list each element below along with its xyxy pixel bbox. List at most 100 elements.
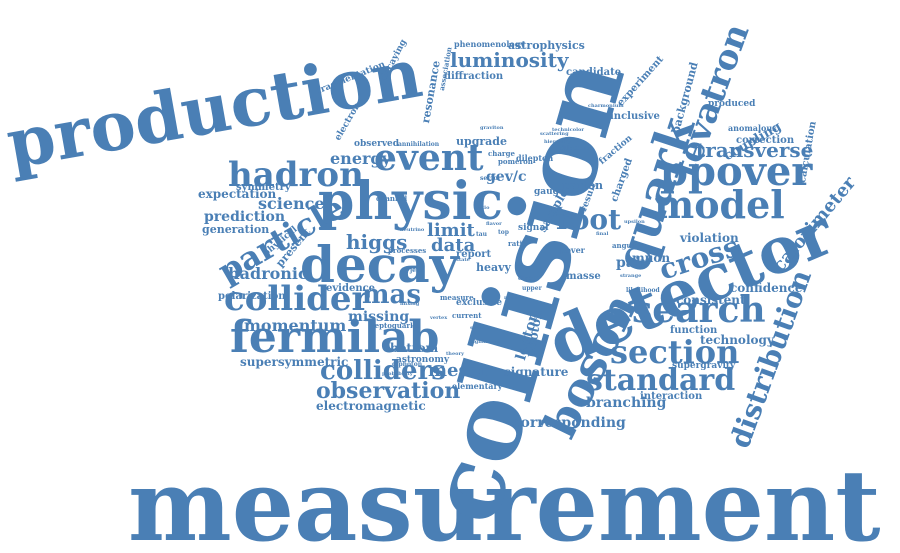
word-resonance: resonance [419, 59, 443, 125]
word-expectation: expectation [198, 187, 277, 201]
word-candidate: candidate [566, 67, 622, 78]
word-measurement: measurement [128, 449, 881, 553]
word-direct: direct [518, 275, 538, 282]
word-flavor: flavor [486, 221, 502, 227]
word-hadronic: hadronic [228, 264, 308, 283]
word-hierarchy: hierarchy [544, 139, 571, 145]
word-charmonium: charmonium [588, 103, 624, 109]
word-decay: decay [300, 235, 459, 294]
word-higgs: higgs [346, 230, 408, 254]
word-calculation: calculation [797, 120, 819, 184]
word-signature: signature [504, 365, 569, 379]
word-prediction: prediction [204, 209, 286, 225]
word-electromagnetic: electromagnetic [316, 399, 426, 413]
word-anomalous: anomalous [728, 123, 777, 133]
word-pair: pair [616, 255, 648, 271]
word-science: science [258, 194, 325, 213]
word-supergravity: supergravity [672, 361, 736, 371]
word-collider: collider [224, 279, 370, 319]
word-parton: parton [562, 179, 604, 192]
word-scattering: scattering [540, 131, 569, 137]
word-ratio-2: ratio [476, 205, 490, 211]
word-evidence: evidence [326, 283, 376, 294]
word-missing: missing [348, 309, 410, 325]
word-elementary: elementary [452, 381, 503, 391]
word-gev-c: gev/c [486, 169, 527, 185]
word-generation: generation [202, 223, 270, 236]
word-astrophysics: astrophysics [508, 39, 585, 52]
word-standard: standard [586, 363, 736, 398]
word-produced: produced [708, 99, 756, 109]
word-tau: tau [476, 231, 488, 238]
word-channel: channel [376, 194, 408, 203]
word-gauge: gauge [534, 187, 565, 197]
word-violation: violation [680, 231, 739, 245]
word-astronomy: astronomy [396, 355, 450, 365]
word-supersymmetric: supersymmetric [240, 355, 349, 369]
word-meson: meson [428, 360, 494, 381]
word-probability: probability [382, 371, 413, 377]
word-muonic: muonic [504, 295, 525, 301]
word-data: data [431, 235, 476, 256]
word-diphoton: diphoton [392, 361, 423, 368]
word-physic: physic [318, 171, 504, 232]
word-bottom: bottom [390, 341, 439, 355]
word-upper: upper [522, 285, 542, 292]
word-charge: charge [488, 149, 515, 158]
word-current: current [452, 311, 482, 320]
word-luminosity: luminosity [450, 48, 569, 72]
word-diffraction: diffraction [444, 71, 504, 82]
word-top: top [498, 229, 509, 236]
word-branching: branching [586, 395, 667, 411]
word-mas: mas [362, 280, 421, 310]
word-limit: limit [427, 220, 475, 241]
word-measure: measure [440, 293, 474, 302]
word-polarization: polarization [218, 291, 286, 302]
word-colliders: colliders [320, 356, 446, 386]
word-section: section [610, 333, 740, 371]
word-annihilation: annihilation [398, 141, 440, 148]
word-vertex: vertex [430, 315, 448, 321]
word-angular: angular [612, 241, 643, 250]
word-dileptons: dileptons [560, 145, 592, 152]
word-graviton: graviton [480, 125, 504, 131]
word-exclusive: exclusive [456, 298, 502, 308]
word-masse: masse [566, 271, 601, 282]
word-root: root [556, 203, 622, 236]
word-neutrino: neutrino [400, 227, 425, 233]
word-mixing: mixing [400, 301, 420, 307]
word-interaction: interaction [640, 391, 703, 402]
word-signal: signal [518, 223, 549, 233]
word-technicolor: technicolor [552, 127, 584, 133]
word-upsilon: upsilon [624, 219, 645, 225]
word-technology: technology [700, 333, 774, 347]
word-ratio: ratio [508, 239, 527, 248]
word-state: state [456, 257, 470, 263]
word-symmetry: symmetry [236, 182, 291, 193]
word-hadron: hadron [228, 155, 364, 195]
word-report: report [456, 249, 492, 260]
word-processes: processes [388, 246, 427, 255]
word-model: model [654, 182, 785, 227]
word-confidence: confidence [730, 281, 803, 295]
word-ppover: ppover [660, 148, 813, 195]
word-phenomenology: phenomenology [454, 39, 525, 49]
word-strange: strange [620, 273, 642, 279]
word-dilepton: dilepton [516, 153, 554, 163]
word-upgrade: upgrade [456, 135, 507, 148]
word-likelihood: likelihood [626, 287, 660, 294]
word-search: search [632, 289, 766, 331]
word-pomeron: pomeron [498, 157, 533, 166]
word-function: function [670, 325, 718, 336]
word-observation: observation [316, 378, 461, 404]
word-stream: stream [470, 325, 490, 331]
word-sector: sector [480, 175, 501, 182]
word-momentum: momentum [244, 316, 347, 335]
word-observed: observed [354, 139, 400, 149]
word-pover: pover [560, 245, 585, 255]
word-corresponding: corresponding [512, 415, 626, 431]
word-significant: significant [470, 339, 500, 345]
word-inclusive: inclusive [610, 111, 660, 122]
word-fermilab: fermilab [230, 312, 440, 363]
